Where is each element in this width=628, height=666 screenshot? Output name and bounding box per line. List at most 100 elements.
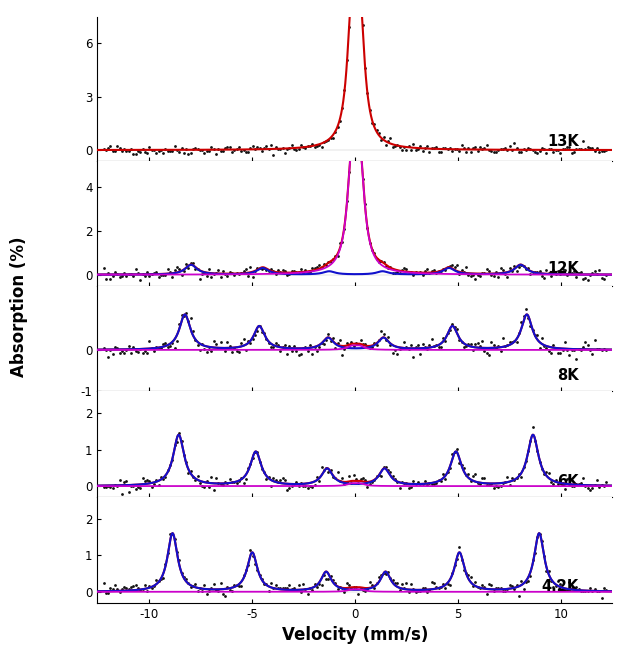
Point	[349, 340, 359, 351]
Point	[500, 586, 510, 597]
Point	[204, 482, 214, 492]
Point	[174, 318, 184, 329]
Point	[406, 482, 416, 493]
Point	[190, 475, 200, 486]
Point	[358, 338, 368, 349]
Point	[287, 139, 297, 150]
Point	[126, 581, 136, 592]
Point	[174, 428, 184, 438]
Point	[163, 342, 173, 352]
Point	[273, 340, 283, 350]
Point	[126, 269, 136, 280]
Point	[193, 264, 203, 274]
Point	[211, 339, 221, 350]
Point	[537, 535, 547, 546]
Point	[491, 583, 501, 593]
Point	[117, 489, 127, 500]
Point	[533, 266, 543, 277]
Point	[551, 145, 561, 155]
Point	[443, 328, 453, 339]
Point	[344, 21, 354, 32]
Point	[298, 268, 308, 279]
Point	[172, 336, 182, 346]
Point	[426, 266, 436, 277]
Point	[161, 558, 171, 569]
Point	[282, 144, 292, 155]
Point	[158, 339, 168, 350]
Point	[208, 336, 219, 346]
Point	[328, 574, 338, 585]
Point	[275, 266, 285, 277]
Point	[202, 146, 212, 157]
Point	[340, 587, 350, 597]
Point	[590, 583, 600, 594]
Point	[526, 435, 536, 446]
Point	[312, 345, 322, 356]
Point	[573, 344, 583, 355]
Point	[323, 256, 333, 267]
Point	[183, 149, 193, 160]
Point	[144, 476, 154, 486]
Point	[495, 583, 506, 594]
Point	[369, 338, 379, 348]
Point	[521, 456, 531, 467]
Point	[433, 475, 443, 486]
Point	[271, 142, 281, 153]
Point	[386, 133, 396, 144]
Point	[544, 345, 554, 356]
Point	[307, 262, 317, 273]
Point	[144, 581, 154, 592]
Point	[443, 578, 453, 589]
Point	[466, 476, 476, 487]
Point	[512, 266, 522, 276]
Point	[473, 146, 483, 157]
Point	[131, 346, 141, 356]
Point	[135, 585, 145, 595]
Point	[321, 135, 331, 146]
Point	[126, 144, 136, 155]
Point	[526, 268, 536, 279]
Point	[261, 579, 271, 589]
Point	[433, 266, 443, 276]
Point	[358, 585, 368, 595]
X-axis label: Velocity (mm/s): Velocity (mm/s)	[281, 626, 428, 644]
Point	[142, 266, 152, 277]
Point	[578, 586, 588, 597]
Point	[167, 338, 177, 348]
Point	[344, 579, 354, 590]
Point	[551, 268, 561, 279]
Point	[585, 345, 595, 356]
Point	[440, 265, 450, 276]
Point	[131, 149, 141, 159]
Point	[447, 567, 457, 578]
Point	[319, 339, 329, 350]
Point	[397, 265, 407, 276]
Point	[367, 342, 377, 352]
Point	[214, 586, 224, 597]
Point	[436, 581, 446, 592]
Point	[200, 482, 210, 493]
Point	[321, 463, 331, 474]
Point	[413, 143, 423, 154]
Point	[530, 147, 540, 157]
Point	[445, 261, 455, 272]
Point	[558, 144, 568, 155]
Point	[548, 339, 558, 350]
Point	[553, 266, 563, 276]
Point	[505, 337, 515, 348]
Point	[514, 469, 524, 480]
Point	[383, 136, 393, 147]
Point	[447, 449, 457, 460]
Point	[243, 559, 253, 570]
Point	[470, 577, 480, 588]
Point	[121, 583, 131, 593]
Point	[147, 145, 157, 156]
Point	[307, 139, 317, 149]
Point	[482, 480, 492, 490]
Point	[326, 133, 336, 143]
Point	[505, 141, 515, 152]
Point	[413, 340, 423, 351]
Point	[397, 476, 407, 487]
Point	[241, 264, 251, 274]
Point	[509, 260, 519, 271]
